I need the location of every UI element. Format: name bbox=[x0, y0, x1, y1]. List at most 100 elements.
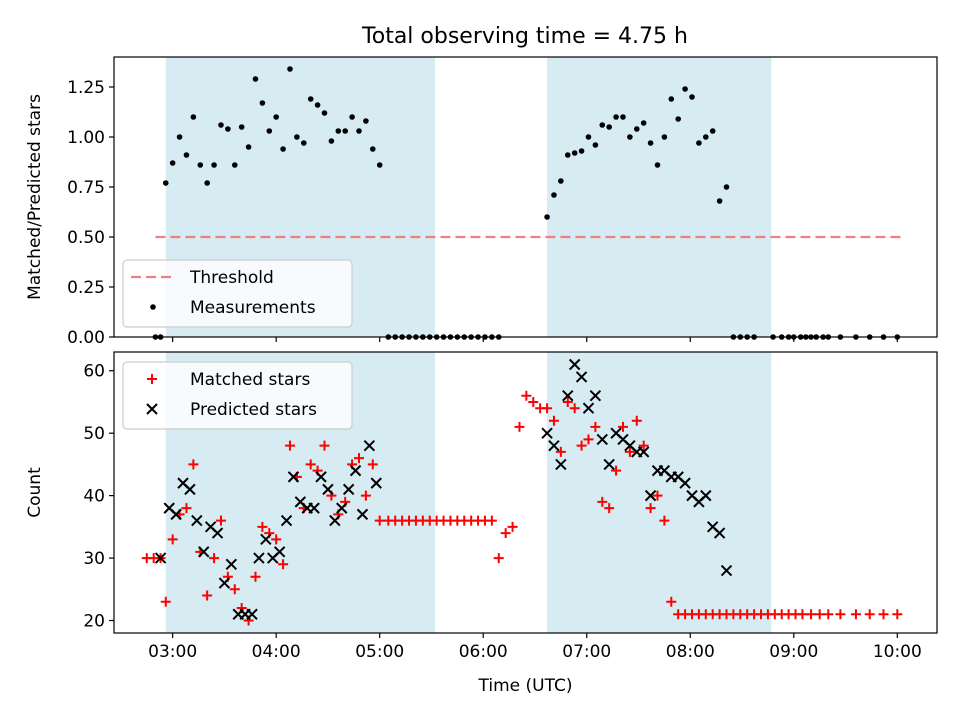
legend-measurements-marker bbox=[150, 304, 156, 310]
matched-star-point bbox=[514, 421, 525, 432]
matched-star-point bbox=[374, 515, 385, 526]
predicted-star-point bbox=[720, 564, 733, 577]
matched-star-point bbox=[638, 440, 649, 451]
measurement-point bbox=[599, 122, 606, 128]
x-tick-label: 09:00 bbox=[769, 642, 818, 662]
measurement-point bbox=[370, 146, 376, 152]
matched-star-point bbox=[892, 609, 903, 620]
measurement-point bbox=[640, 120, 647, 126]
legend-predicted-label: Predicted stars bbox=[190, 400, 317, 420]
y-tick-label: 0.50 bbox=[67, 228, 105, 248]
predicted-star-point bbox=[273, 546, 286, 558]
y-tick-label: 1.00 bbox=[67, 128, 105, 148]
predicted-star-point bbox=[170, 508, 182, 521]
matched-star-point bbox=[521, 390, 532, 401]
predicted-star-point bbox=[603, 458, 615, 471]
matched-star-point bbox=[257, 521, 268, 532]
measurement-point bbox=[225, 126, 231, 132]
axes-frame bbox=[113, 56, 938, 338]
measurement-point bbox=[716, 198, 723, 204]
matched-star-point bbox=[597, 496, 608, 507]
shaded-interval bbox=[547, 352, 772, 633]
measurement-point bbox=[162, 180, 169, 186]
predicted-star-point bbox=[336, 502, 348, 514]
predicted-star-point bbox=[589, 390, 602, 402]
measurement-point bbox=[376, 162, 383, 168]
measurement-point bbox=[564, 152, 571, 158]
predicted-star-point bbox=[582, 402, 595, 414]
measurement-point bbox=[211, 162, 217, 168]
matched-star-point bbox=[507, 521, 518, 532]
predicted-star-point bbox=[246, 608, 258, 620]
predicted-star-point bbox=[308, 502, 320, 514]
measurement-point bbox=[259, 100, 266, 106]
measurement-point bbox=[689, 94, 695, 100]
matched-star-point bbox=[188, 459, 199, 470]
x-tick-label: 03:00 bbox=[148, 642, 197, 662]
measurement-point bbox=[280, 146, 286, 152]
y-tick-label: 0.00 bbox=[67, 328, 105, 348]
matched-star-point bbox=[652, 490, 663, 501]
measurement-point bbox=[551, 192, 557, 198]
matched-star-point bbox=[562, 396, 573, 407]
x-tick-label: 07:00 bbox=[562, 642, 611, 662]
legend-matched-marker bbox=[147, 374, 157, 384]
measurement-point bbox=[544, 214, 550, 220]
matched-star-point bbox=[576, 440, 587, 451]
matched-star-point bbox=[590, 421, 601, 432]
matched-star-point bbox=[500, 528, 511, 539]
predicted-star-point bbox=[342, 483, 355, 496]
legend-threshold-label: Threshold bbox=[189, 268, 274, 288]
predicted-star-point bbox=[548, 439, 560, 452]
matched-star-point bbox=[645, 503, 656, 514]
y-tick-label: 0.25 bbox=[67, 278, 105, 298]
matched-star-point bbox=[835, 609, 846, 620]
matched-star-point bbox=[864, 609, 875, 620]
legend-measurements-label: Measurements bbox=[190, 298, 316, 318]
matched-star-point bbox=[354, 453, 365, 464]
predicted-star-point bbox=[370, 477, 382, 489]
measurement-point bbox=[627, 134, 633, 140]
matched-star-point bbox=[215, 515, 226, 526]
shaded-interval bbox=[547, 57, 772, 337]
measurement-point bbox=[571, 150, 578, 156]
x-tick-label: 10:00 bbox=[873, 642, 922, 662]
predicted-star-point bbox=[253, 552, 265, 564]
matched-star-point bbox=[360, 490, 371, 501]
predicted-star-point bbox=[329, 514, 341, 527]
matched-star-point bbox=[278, 559, 289, 570]
measurement-point bbox=[613, 114, 619, 120]
matched-star-point bbox=[542, 403, 553, 414]
matched-star-point bbox=[659, 515, 670, 526]
measurement-point bbox=[723, 184, 730, 190]
predicted-star-point bbox=[555, 458, 567, 471]
measurement-point bbox=[668, 96, 675, 102]
matched-star-point bbox=[611, 465, 622, 476]
measurement-point bbox=[606, 124, 612, 130]
measurement-point bbox=[675, 116, 681, 122]
matched-star-point bbox=[850, 609, 861, 620]
matched-star-point bbox=[284, 440, 295, 451]
measurement-point bbox=[190, 114, 197, 120]
predicted-star-point bbox=[568, 358, 581, 371]
matched-star-point bbox=[666, 596, 677, 607]
predicted-star-point bbox=[280, 514, 293, 527]
measurement-point bbox=[709, 128, 716, 134]
predicted-star-point bbox=[191, 514, 203, 527]
predicted-star-point bbox=[644, 489, 657, 502]
y-axis-label: Count bbox=[25, 467, 45, 518]
predicted-star-point bbox=[198, 546, 210, 558]
matched-star-point bbox=[229, 584, 240, 595]
matched-star-point bbox=[493, 553, 504, 564]
measurement-point bbox=[363, 118, 369, 124]
measurement-point bbox=[231, 162, 238, 168]
measurement-point bbox=[273, 114, 279, 120]
measurement-point bbox=[661, 134, 668, 140]
matched-star-point bbox=[486, 515, 497, 526]
measurement-point bbox=[307, 96, 314, 102]
measurement-point bbox=[183, 152, 190, 158]
measurement-point bbox=[238, 124, 245, 130]
matched-star-point bbox=[555, 446, 566, 457]
predicted-star-point bbox=[596, 433, 608, 446]
